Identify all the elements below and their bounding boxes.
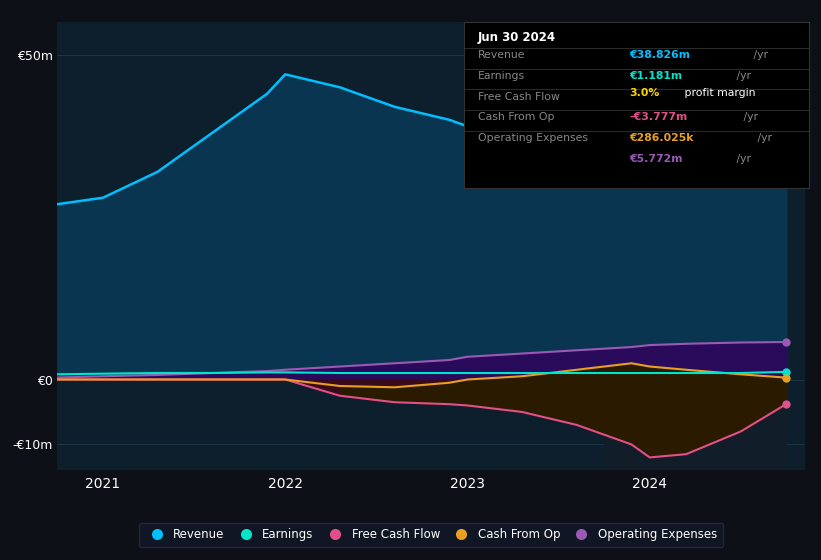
Text: Free Cash Flow: Free Cash Flow <box>478 92 560 102</box>
Text: €1.181m: €1.181m <box>630 71 682 81</box>
Text: €286.025k: €286.025k <box>630 133 694 143</box>
Text: /yr: /yr <box>750 50 768 60</box>
Text: profit margin: profit margin <box>681 88 755 99</box>
Text: Cash From Op: Cash From Op <box>478 113 554 123</box>
Text: /yr: /yr <box>754 133 772 143</box>
Text: /yr: /yr <box>733 154 751 164</box>
Text: €5.772m: €5.772m <box>630 154 683 164</box>
Text: Jun 30 2024: Jun 30 2024 <box>478 31 556 44</box>
Text: Operating Expenses: Operating Expenses <box>478 133 588 143</box>
Text: /yr: /yr <box>733 71 751 81</box>
Text: Earnings: Earnings <box>478 71 525 81</box>
Legend: Revenue, Earnings, Free Cash Flow, Cash From Op, Operating Expenses: Revenue, Earnings, Free Cash Flow, Cash … <box>139 522 723 547</box>
Text: /yr: /yr <box>740 113 758 123</box>
Text: €38.826m: €38.826m <box>630 50 690 60</box>
Text: 3.0%: 3.0% <box>630 88 660 99</box>
Text: Revenue: Revenue <box>478 50 525 60</box>
Text: -€3.777m: -€3.777m <box>630 113 688 123</box>
Bar <box>604 22 787 470</box>
